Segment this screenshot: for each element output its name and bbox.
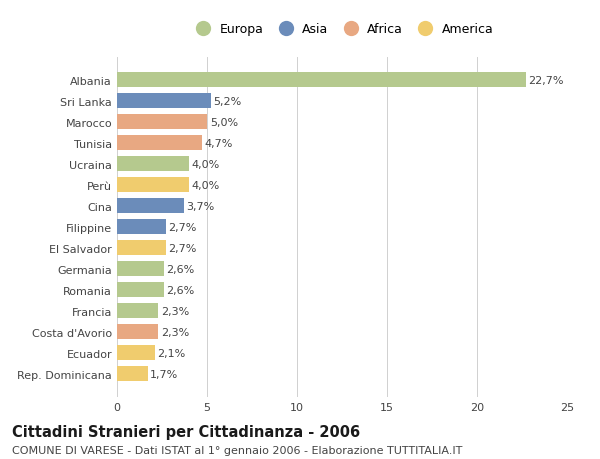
- Text: COMUNE DI VARESE - Dati ISTAT al 1° gennaio 2006 - Elaborazione TUTTITALIA.IT: COMUNE DI VARESE - Dati ISTAT al 1° genn…: [12, 445, 463, 455]
- Bar: [117, 283, 164, 298]
- Text: 22,7%: 22,7%: [528, 75, 564, 85]
- Text: 2,1%: 2,1%: [157, 348, 186, 358]
- Text: 4,0%: 4,0%: [192, 180, 220, 190]
- Legend: Europa, Asia, Africa, America: Europa, Asia, Africa, America: [187, 19, 497, 40]
- Bar: [117, 94, 211, 109]
- Text: 2,3%: 2,3%: [161, 306, 190, 316]
- Bar: [117, 325, 158, 340]
- Text: 5,2%: 5,2%: [214, 96, 242, 106]
- Bar: [117, 366, 148, 381]
- Bar: [117, 241, 166, 256]
- Text: 1,7%: 1,7%: [151, 369, 179, 379]
- Text: 2,6%: 2,6%: [167, 285, 195, 295]
- Bar: [117, 136, 202, 151]
- Bar: [117, 199, 184, 214]
- Bar: [117, 220, 166, 235]
- Bar: [117, 262, 164, 277]
- Text: Cittadini Stranieri per Cittadinanza - 2006: Cittadini Stranieri per Cittadinanza - 2…: [12, 425, 360, 440]
- Text: 4,0%: 4,0%: [192, 159, 220, 169]
- Text: 4,7%: 4,7%: [204, 138, 233, 148]
- Text: 2,7%: 2,7%: [168, 222, 197, 232]
- Text: 3,7%: 3,7%: [187, 201, 215, 211]
- Text: 2,7%: 2,7%: [168, 243, 197, 253]
- Text: 5,0%: 5,0%: [210, 118, 238, 127]
- Bar: [117, 157, 189, 172]
- Bar: [117, 178, 189, 193]
- Bar: [117, 303, 158, 319]
- Bar: [117, 73, 526, 88]
- Bar: [117, 115, 207, 130]
- Bar: [117, 346, 155, 361]
- Text: 2,3%: 2,3%: [161, 327, 190, 337]
- Text: 2,6%: 2,6%: [167, 264, 195, 274]
